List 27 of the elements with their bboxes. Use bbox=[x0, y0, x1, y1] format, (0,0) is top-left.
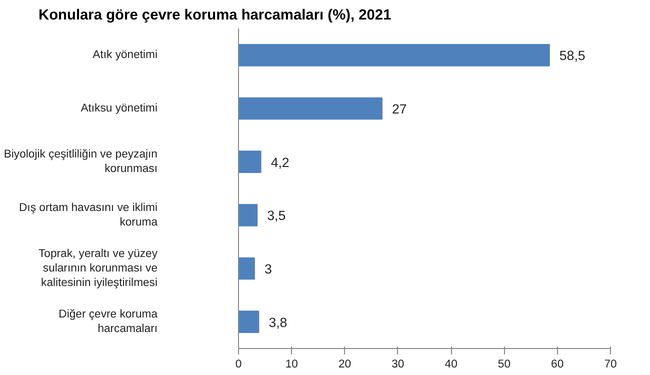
data-label: 27 bbox=[392, 102, 407, 116]
data-label: 58,5 bbox=[559, 48, 586, 64]
bar bbox=[238, 310, 260, 333]
y-tick-label: Biyolojik çeşitliliğin ve peyzajın korunması bbox=[4, 148, 158, 176]
bar bbox=[238, 150, 262, 173]
x-tick-label: 70 bbox=[604, 358, 617, 370]
bar bbox=[238, 44, 550, 66]
bar bbox=[238, 97, 382, 120]
x-tick-label: 20 bbox=[338, 358, 352, 370]
x-tick-label: 50 bbox=[498, 358, 511, 370]
y-tick-label: Atıksu yönetimi bbox=[80, 102, 158, 114]
y-tick-label: Atık yönetimi bbox=[92, 49, 158, 62]
bar bbox=[238, 204, 258, 226]
data-label: 3 bbox=[264, 262, 272, 276]
data-label: 3,5 bbox=[267, 208, 286, 224]
y-tick-label: Dış ortam havasını ve iklimi koruma bbox=[19, 202, 158, 228]
x-tick-label: 30 bbox=[392, 358, 404, 370]
y-tick-label: Toprak, yeraltı ve yüzey sularının korunması ve kalitesinin iyileştirilmesi bbox=[38, 248, 158, 289]
x-tick-label: 60 bbox=[551, 358, 564, 370]
data-label: 3,8 bbox=[268, 314, 288, 330]
data-label: 4,2 bbox=[270, 154, 290, 170]
x-tick-label: 40 bbox=[444, 358, 458, 370]
chart-title: Konulara göre çevre koruma harcamaları (%), 2021 bbox=[38, 8, 392, 24]
x-tick-label: 0 bbox=[235, 358, 242, 370]
bar bbox=[238, 257, 255, 280]
y-tick-label: Diğer çevre koruma harcamaları bbox=[58, 308, 158, 336]
x-tick-label: 10 bbox=[285, 358, 298, 370]
